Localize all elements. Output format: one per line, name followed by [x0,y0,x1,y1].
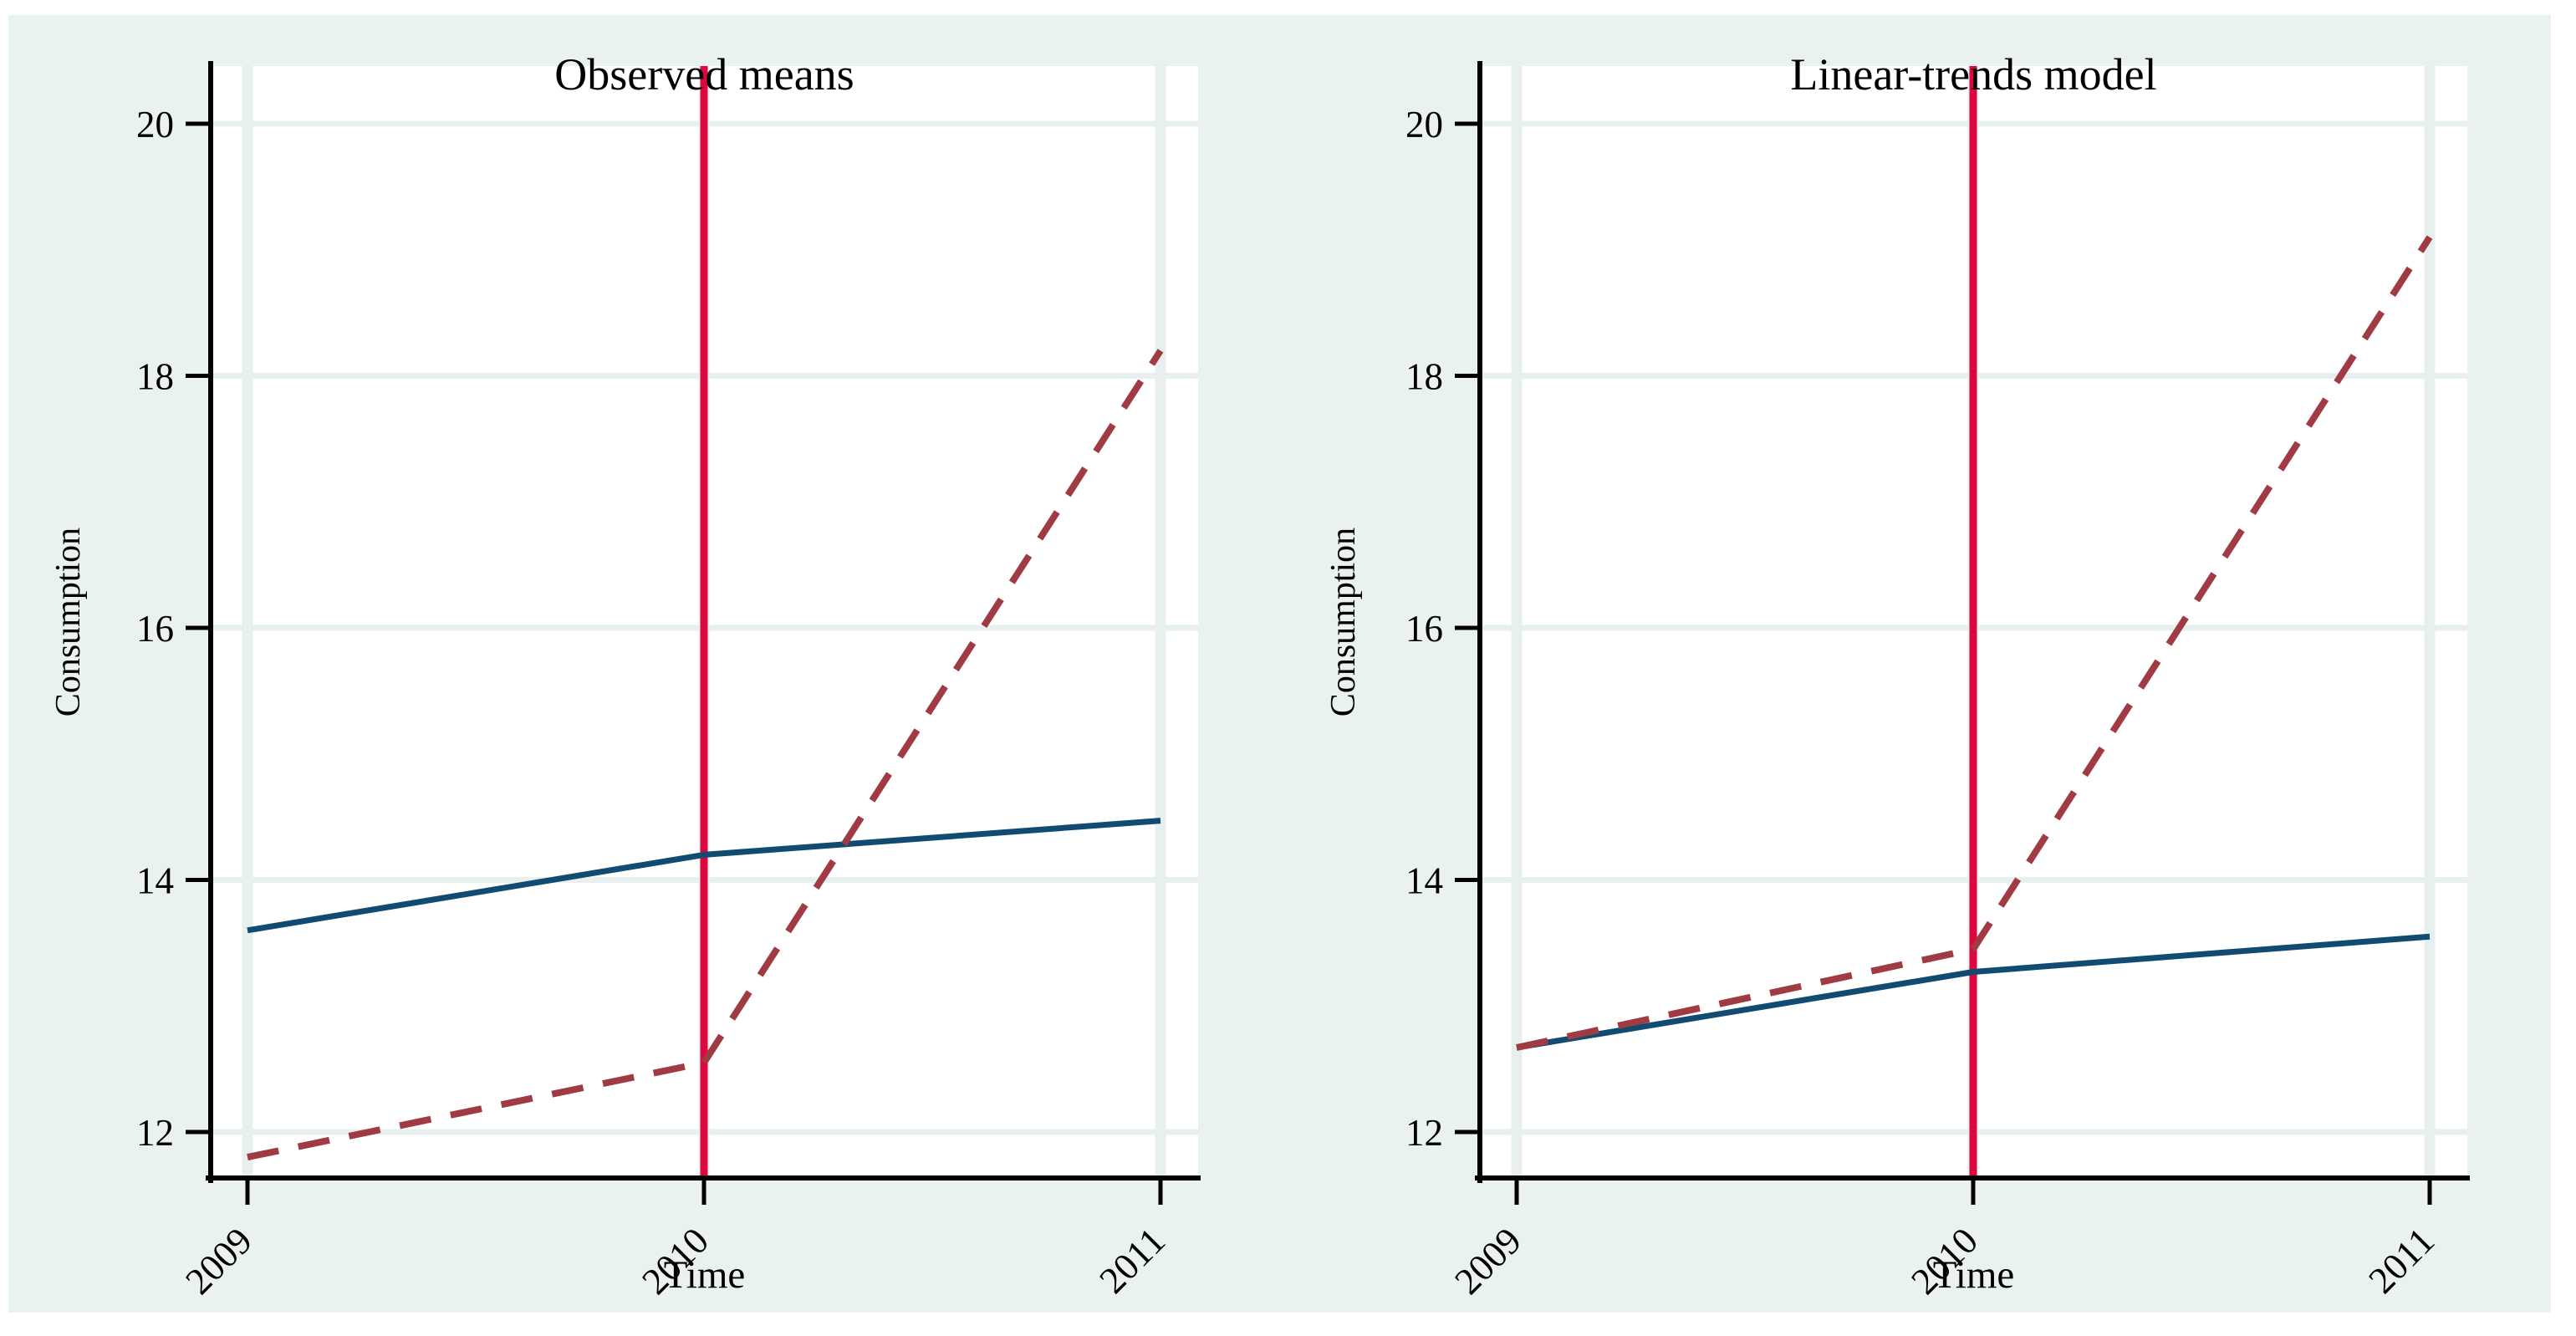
x-axis-label: Time [1933,1253,2015,1297]
y-tick-label: 16 [136,608,174,650]
solid-navy-line [247,818,1161,934]
x-tick-label: 2009 [177,1220,260,1303]
y-tick-label: 18 [1405,355,1443,397]
x-tick-label: 2009 [1446,1220,1529,1303]
y-tick-label: 14 [1405,859,1443,901]
y-tick-label: 16 [1405,608,1443,650]
solid-navy-line [1516,933,2431,1051]
y-tick-label: 18 [136,355,174,397]
x-axis-label: Time [664,1253,746,1297]
dashed-maroon-line [1516,235,2433,1051]
panel-title: Linear-trends model [1790,49,2156,99]
y-axis-label: Consumption [49,528,88,716]
y-tick-label: 12 [136,1112,174,1154]
x-tick-label: 2011 [2360,1220,2442,1302]
y-tick-label: 20 [136,104,174,145]
y-tick-label: 12 [1405,1112,1443,1154]
y-tick-label: 20 [1405,104,1443,145]
y-axis-label: Consumption [1324,528,1363,716]
x-tick-label: 2011 [1091,1220,1173,1302]
panel-title: Observed means [554,49,854,99]
y-tick-label: 14 [136,859,174,901]
